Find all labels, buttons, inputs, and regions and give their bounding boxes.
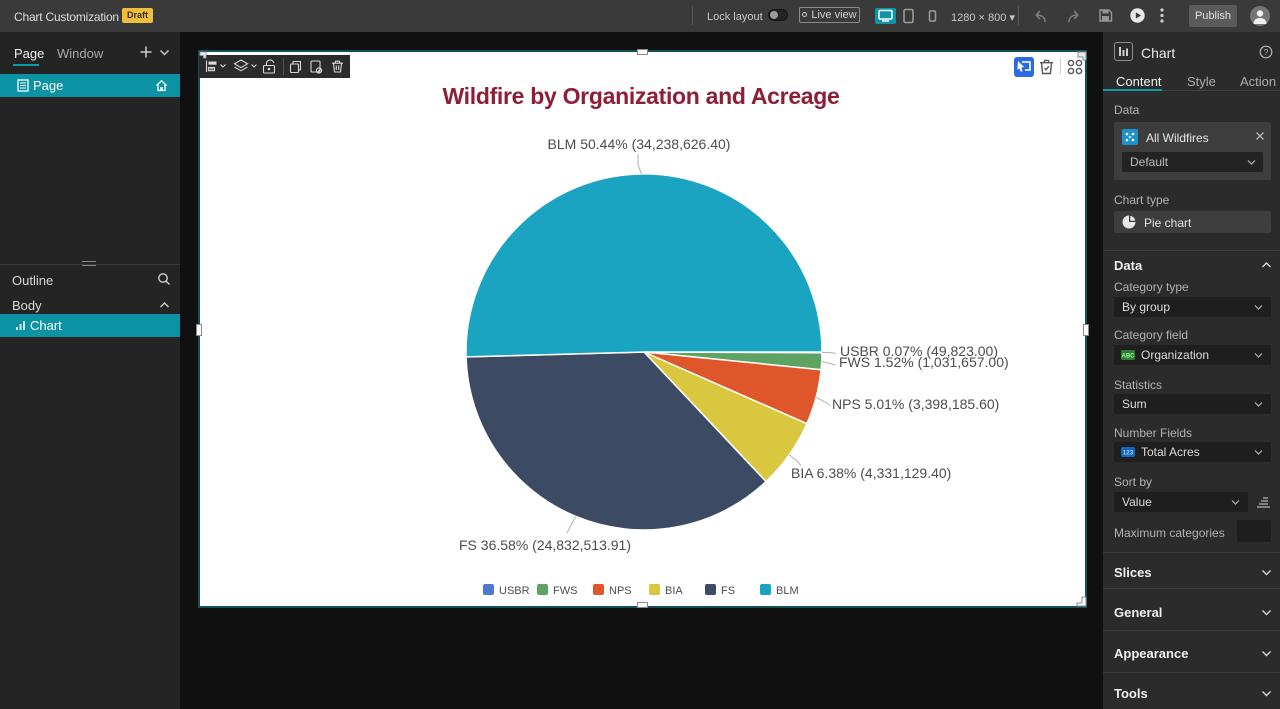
svg-text:BIA 6.38% (4,331,129.40): BIA 6.38% (4,331,129.40) [791, 465, 951, 481]
svg-text:BLM: BLM [776, 585, 799, 597]
svg-text:USBR 0.07% (49,823.00): USBR 0.07% (49,823.00) [840, 343, 998, 359]
svg-text:ABC: ABC [1122, 354, 1136, 360]
svg-text:FWS 1.52% (1,031,657.00): FWS 1.52% (1,031,657.00) [839, 354, 1009, 370]
svg-text:FS: FS [721, 585, 735, 597]
svg-text:BLM 50.44% (34,238,626.40): BLM 50.44% (34,238,626.40) [548, 136, 731, 152]
svg-text:USBR: USBR [499, 585, 530, 597]
svg-text:NPS: NPS [609, 585, 632, 597]
svg-text:123: 123 [1123, 450, 1134, 457]
svg-text:Wildfire by Organization and A: Wildfire by Organization and Acreage [442, 83, 839, 109]
svg-text:BIA: BIA [665, 585, 683, 597]
svg-text:?: ? [1264, 47, 1269, 57]
svg-text:NPS 5.01% (3,398,185.60): NPS 5.01% (3,398,185.60) [832, 396, 999, 412]
svg-text:FWS: FWS [553, 585, 577, 597]
svg-text:FS 36.58% (24,832,513.91): FS 36.58% (24,832,513.91) [459, 537, 631, 553]
